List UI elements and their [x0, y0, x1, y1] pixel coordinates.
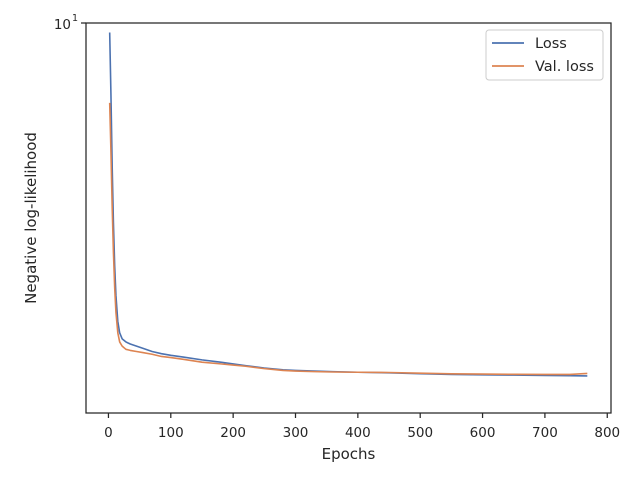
x-axis-label: Epochs: [322, 445, 376, 463]
series-line-loss: [108, 32, 588, 377]
x-tick-label: 500: [407, 425, 433, 441]
y-axis: 10 1: [54, 13, 86, 33]
x-tick-label: 600: [470, 425, 496, 441]
x-tick-label: 0: [104, 425, 113, 441]
series-layer: [108, 32, 588, 377]
x-axis: 0 100 200 300 400 500 600 700 800: [104, 413, 620, 441]
x-tick-label: 100: [158, 425, 184, 441]
x-tick-label: 800: [594, 425, 620, 441]
x-tick-label: 700: [532, 425, 558, 441]
legend-label-val-loss: Val. loss: [535, 59, 594, 75]
series-line-val-loss: [108, 102, 588, 376]
x-tick-label: 300: [283, 425, 309, 441]
y-tick-label: 10: [54, 17, 71, 33]
legend-label-loss: Loss: [535, 36, 567, 52]
y-axis-label: Negative log-likelihood: [22, 132, 40, 304]
x-tick-label: 200: [220, 425, 246, 441]
legend: Loss Val. loss: [485, 29, 604, 81]
y-tick-exponent: 1: [72, 13, 78, 24]
plot-frame: [85, 22, 612, 414]
x-tick-label: 400: [345, 425, 371, 441]
